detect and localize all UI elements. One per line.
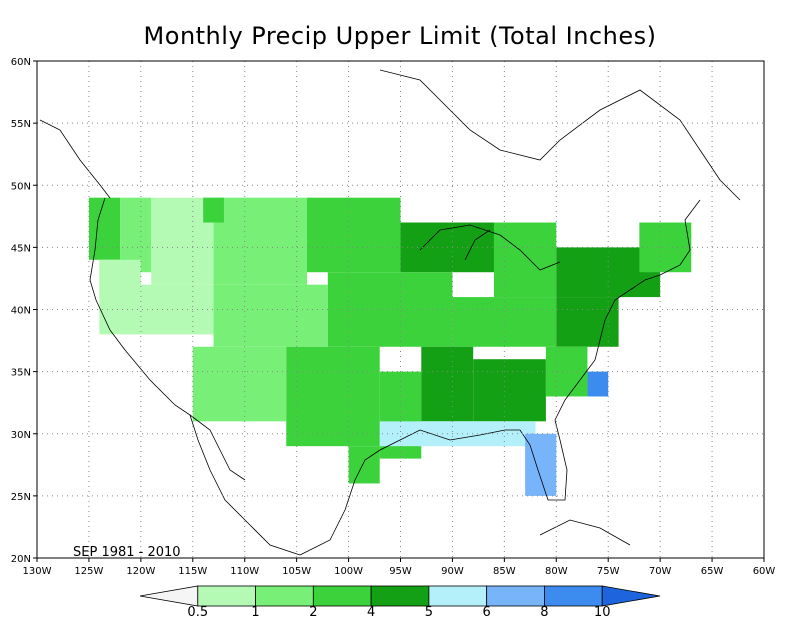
precip-region (556, 297, 618, 347)
legend-label: 0.5 (187, 605, 208, 618)
lat-tick-label: 45N (11, 243, 31, 254)
legend-label: 2 (309, 605, 317, 618)
lon-tick-label: 80W (545, 566, 568, 577)
precip-region (193, 347, 286, 422)
precip-region (328, 272, 453, 347)
legend-label: 8 (540, 605, 548, 618)
precip-region (349, 446, 380, 483)
legend-label: 1 (251, 605, 259, 618)
lon-tick-label: 105W (282, 566, 311, 577)
precip-region (307, 198, 400, 273)
precip-region (214, 285, 328, 347)
lon-tick-label: 120W (126, 566, 155, 577)
lon-tick-label: 125W (74, 566, 103, 577)
lon-tick-label: 100W (334, 566, 363, 577)
legend-swatch (544, 586, 602, 606)
lat-tick-label: 40N (11, 306, 31, 317)
lat-tick-label: 35N (11, 368, 31, 379)
lat-tick-label: 60N (11, 57, 31, 68)
legend-swatch (487, 586, 545, 606)
precip-region (99, 260, 141, 335)
lon-tick-label: 110W (230, 566, 259, 577)
lat-tick-label: 20N (11, 554, 31, 565)
legend-swatch (140, 586, 198, 606)
legend-label: 10 (594, 605, 611, 618)
lon-tick-label: 130W (23, 566, 52, 577)
legend-swatch (198, 586, 256, 606)
lon-tick-label: 75W (597, 566, 620, 577)
precip-region (89, 198, 120, 260)
legend-swatch (429, 586, 487, 606)
lat-tick-label: 50N (11, 181, 31, 192)
legend-swatch (256, 586, 314, 606)
precip-region (286, 347, 379, 446)
period-label: SEP 1981 - 2010 (73, 545, 181, 560)
legend-swatch (602, 586, 660, 606)
precip-region (473, 359, 546, 421)
precip-region (587, 372, 608, 397)
lat-tick-label: 25N (11, 492, 31, 503)
lon-tick-label: 65W (701, 566, 724, 577)
lon-tick-label: 90W (441, 566, 464, 577)
lon-tick-label: 115W (178, 566, 207, 577)
precip-region (203, 198, 224, 223)
legend-swatch (313, 586, 371, 606)
lon-tick-label: 60W (753, 566, 776, 577)
precip-region (421, 347, 473, 422)
precip-region (525, 434, 556, 496)
legend-label: 4 (367, 605, 375, 618)
legend-swatch (371, 586, 429, 606)
lon-tick-label: 85W (493, 566, 516, 577)
lon-tick-label: 70W (649, 566, 672, 577)
legend-label: 5 (425, 605, 433, 618)
legend-label: 6 (483, 605, 491, 618)
precip-region (494, 223, 556, 298)
precip-region (214, 198, 307, 285)
lon-tick-label: 95W (389, 566, 412, 577)
lat-tick-label: 30N (11, 430, 31, 441)
color-legend: 0.5 1 2 4 5 6 8 10 (140, 586, 660, 618)
lat-tick-label: 55N (11, 119, 31, 130)
